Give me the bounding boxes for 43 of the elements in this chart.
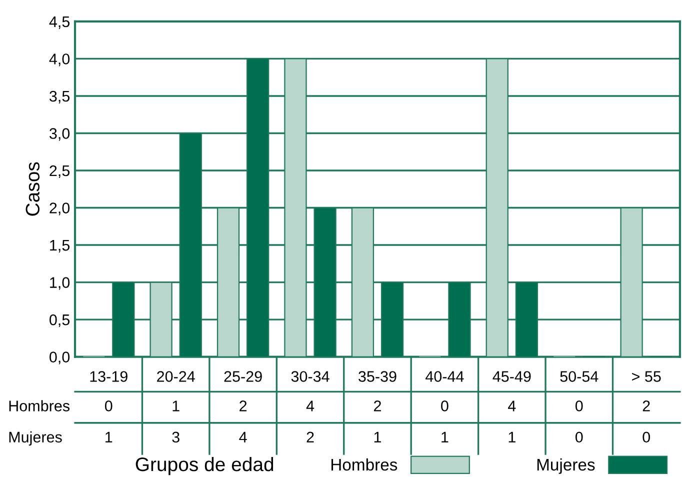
- data-label: 0: [642, 432, 650, 443]
- y-tick-label: 4,0: [49, 54, 70, 66]
- data-label: 1: [374, 432, 381, 442]
- y-tick-label: 1,5: [50, 240, 70, 253]
- x-tick-label: 25-29: [224, 371, 262, 382]
- y-tick-label: 3,5: [50, 90, 70, 104]
- x-tick-label: > 55: [632, 371, 661, 382]
- data-label: 2: [306, 432, 314, 442]
- y-tick-label: 4,5: [49, 16, 70, 29]
- y-tick-label: 2,5: [50, 165, 70, 178]
- y-tick-label: 0,0: [50, 352, 70, 364]
- data-label: 4: [239, 432, 247, 442]
- y-tick-label: 1,0: [50, 277, 70, 290]
- data-label: 0: [575, 400, 583, 412]
- data-label: 1: [442, 432, 448, 442]
- x-axis-title: Grupos de edad: [136, 456, 274, 476]
- x-tick-label: 40-44: [426, 371, 464, 382]
- data-label: 0: [104, 400, 112, 412]
- legend-label: Mujeres: [537, 458, 595, 474]
- data-label: 0: [575, 432, 583, 443]
- legend-label: Hombres: [331, 458, 398, 471]
- x-tick-label: 13-19: [90, 371, 128, 382]
- x-tick-label: 20-24: [157, 371, 195, 382]
- text: Mujeres: [9, 431, 62, 446]
- data-label: 4: [306, 400, 314, 412]
- text: Hombres: [9, 400, 70, 412]
- data-label: 1: [106, 432, 112, 442]
- x-tick-label: 35-39: [358, 371, 396, 382]
- y-tick-label: 3,0: [50, 128, 70, 141]
- y-tick-label: 2,0: [50, 202, 70, 216]
- data-label: 2: [642, 400, 650, 412]
- x-tick-label: 50-54: [560, 371, 598, 382]
- data-label: 2: [374, 400, 381, 412]
- data-label: 1: [508, 432, 516, 442]
- data-label: 4: [508, 400, 516, 412]
- data-label: 3: [172, 432, 180, 443]
- x-tick-label: 30-34: [291, 371, 330, 382]
- y-axis-title: Casos: [26, 162, 40, 216]
- y-tick-label: 0,5: [50, 314, 70, 328]
- data-label: 2: [240, 400, 247, 412]
- x-tick-label: 45-49: [492, 371, 531, 382]
- data-label: 0: [441, 400, 448, 412]
- data-label: 1: [172, 400, 180, 412]
